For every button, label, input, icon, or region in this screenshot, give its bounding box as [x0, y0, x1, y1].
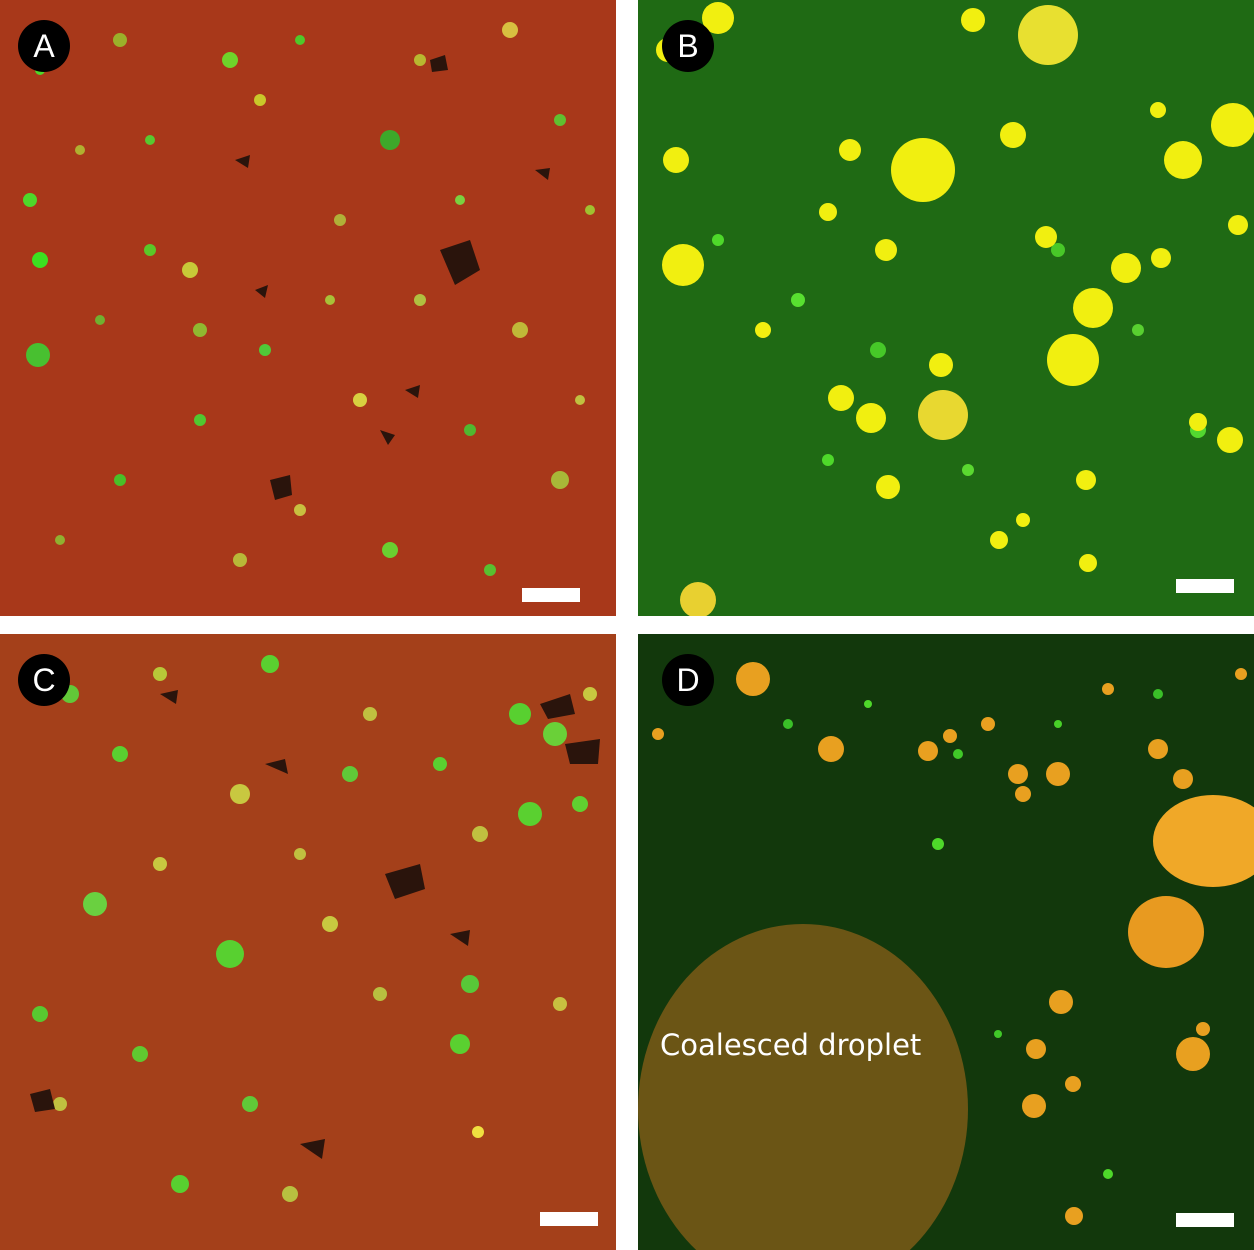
- coalesced-droplet-label: Coalesced droplet: [660, 1028, 922, 1062]
- panel-c-label-badge: C: [18, 654, 70, 706]
- panel-b-label: B: [677, 28, 699, 64]
- panel-b-scale-bar: [1176, 579, 1234, 593]
- panel-c-label: C: [32, 662, 56, 698]
- panel-a-scale-bar: [522, 588, 580, 602]
- panel-c-scale-bar: [540, 1212, 598, 1226]
- panel-c-dark-inclusions: [30, 690, 600, 1159]
- panel-a: A: [0, 0, 616, 616]
- panel-a-dark-inclusions: [235, 55, 550, 500]
- panel-b-droplets: [656, 2, 1254, 616]
- panel-c: C: [0, 634, 616, 1250]
- panel-a-label: A: [33, 28, 55, 64]
- panel-d-label-badge: D: [662, 654, 714, 706]
- panel-a-image: [0, 0, 616, 616]
- panel-c-image: [0, 634, 616, 1250]
- panel-d-image: [638, 634, 1254, 1250]
- panel-d: D Coalesced droplet: [638, 634, 1254, 1250]
- panel-a-particles: [23, 22, 595, 576]
- panel-b-image: [638, 0, 1254, 616]
- panel-d-coalesced-droplet: [638, 924, 968, 1250]
- panel-d-scale-bar: [1176, 1213, 1234, 1227]
- panel-d-droplets: [652, 662, 1254, 1225]
- panel-b-label-badge: B: [662, 20, 714, 72]
- panel-d-label: D: [676, 662, 700, 698]
- panel-a-label-badge: A: [18, 20, 70, 72]
- panel-c-particles: [32, 655, 597, 1202]
- panel-b: B: [638, 0, 1254, 616]
